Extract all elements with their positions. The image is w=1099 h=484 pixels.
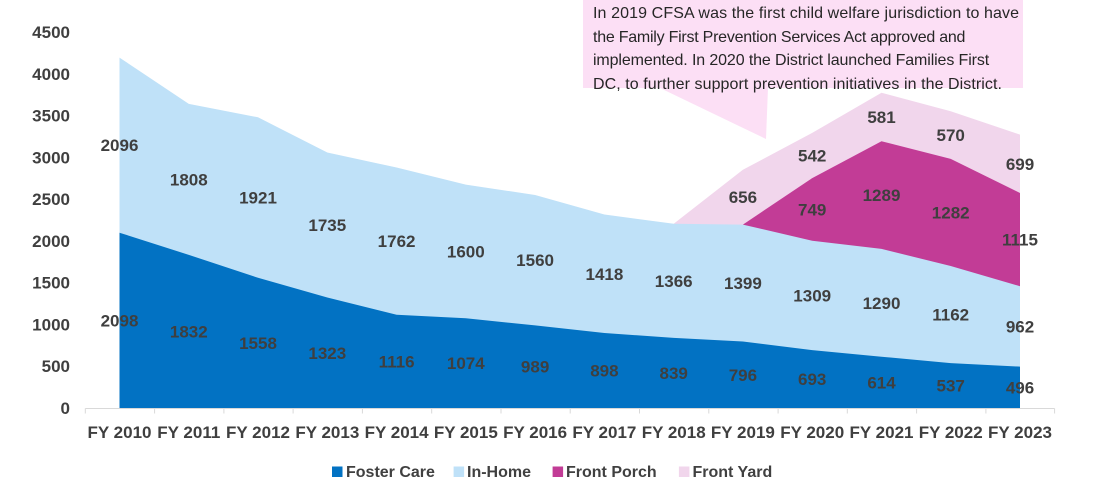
svg-text:2098: 2098 <box>101 311 139 330</box>
svg-text:3500: 3500 <box>32 107 70 126</box>
svg-text:1323: 1323 <box>308 344 346 363</box>
svg-text:1000: 1000 <box>32 315 70 334</box>
svg-text:1116: 1116 <box>379 352 415 371</box>
svg-text:1735: 1735 <box>308 216 346 235</box>
svg-text:796: 796 <box>729 366 757 385</box>
svg-text:1115: 1115 <box>1002 231 1038 250</box>
svg-text:FY 2021: FY 2021 <box>850 423 914 442</box>
svg-text:FY 2019: FY 2019 <box>711 423 775 442</box>
svg-text:693: 693 <box>798 370 826 389</box>
svg-text:FY 2022: FY 2022 <box>919 423 983 442</box>
svg-text:FY 2012: FY 2012 <box>226 423 290 442</box>
svg-text:898: 898 <box>590 362 618 381</box>
svg-text:1558: 1558 <box>239 334 277 353</box>
svg-text:FY 2023: FY 2023 <box>988 423 1052 442</box>
svg-text:1560: 1560 <box>516 251 554 270</box>
svg-text:0: 0 <box>61 399 70 418</box>
svg-text:1162: 1162 <box>932 306 969 325</box>
svg-text:FY 2020: FY 2020 <box>780 423 844 442</box>
svg-text:699: 699 <box>1006 155 1034 174</box>
svg-text:1289: 1289 <box>863 186 901 205</box>
svg-text:570: 570 <box>937 126 965 145</box>
svg-text:1399: 1399 <box>724 274 762 293</box>
svg-text:FY 2016: FY 2016 <box>503 423 567 442</box>
svg-text:1832: 1832 <box>170 322 208 341</box>
svg-text:1762: 1762 <box>378 232 416 251</box>
svg-text:496: 496 <box>1006 378 1034 397</box>
svg-text:1418: 1418 <box>585 265 623 284</box>
svg-text:Foster Care: Foster Care <box>346 464 435 481</box>
svg-text:500: 500 <box>42 357 70 376</box>
svg-text:FY 2013: FY 2013 <box>295 423 359 442</box>
svg-text:3000: 3000 <box>32 148 70 167</box>
svg-text:4000: 4000 <box>32 65 70 84</box>
svg-text:581: 581 <box>867 108 895 127</box>
svg-text:FY 2011: FY 2011 <box>157 423 220 442</box>
svg-text:537: 537 <box>937 377 965 396</box>
svg-text:FY 2015: FY 2015 <box>434 423 498 442</box>
svg-text:1600: 1600 <box>447 242 485 261</box>
svg-text:Front Porch: Front Porch <box>566 464 657 481</box>
svg-text:2000: 2000 <box>32 232 70 251</box>
svg-text:FY 2010: FY 2010 <box>88 423 152 442</box>
svg-text:In-Home: In-Home <box>467 464 531 481</box>
svg-text:1500: 1500 <box>32 274 70 293</box>
svg-text:1921: 1921 <box>239 189 277 208</box>
svg-text:542: 542 <box>798 147 826 166</box>
svg-text:FY 2018: FY 2018 <box>642 423 706 442</box>
svg-text:FY 2017: FY 2017 <box>572 423 636 442</box>
svg-text:1366: 1366 <box>655 272 693 291</box>
svg-text:656: 656 <box>729 188 757 207</box>
svg-text:989: 989 <box>521 358 549 377</box>
svg-text:2500: 2500 <box>32 190 70 209</box>
svg-text:839: 839 <box>660 364 688 383</box>
svg-text:4500: 4500 <box>32 23 70 42</box>
svg-text:Front Yard: Front Yard <box>693 464 773 481</box>
svg-text:1808: 1808 <box>170 170 208 189</box>
svg-text:1074: 1074 <box>447 354 485 373</box>
svg-text:FY 2014: FY 2014 <box>365 423 430 442</box>
svg-text:1309: 1309 <box>793 286 831 305</box>
svg-text:2096: 2096 <box>101 136 139 155</box>
svg-text:962: 962 <box>1006 317 1034 336</box>
svg-text:1290: 1290 <box>863 294 901 313</box>
svg-text:1282: 1282 <box>932 203 970 222</box>
svg-text:749: 749 <box>798 200 826 219</box>
svg-text:614: 614 <box>867 373 896 392</box>
